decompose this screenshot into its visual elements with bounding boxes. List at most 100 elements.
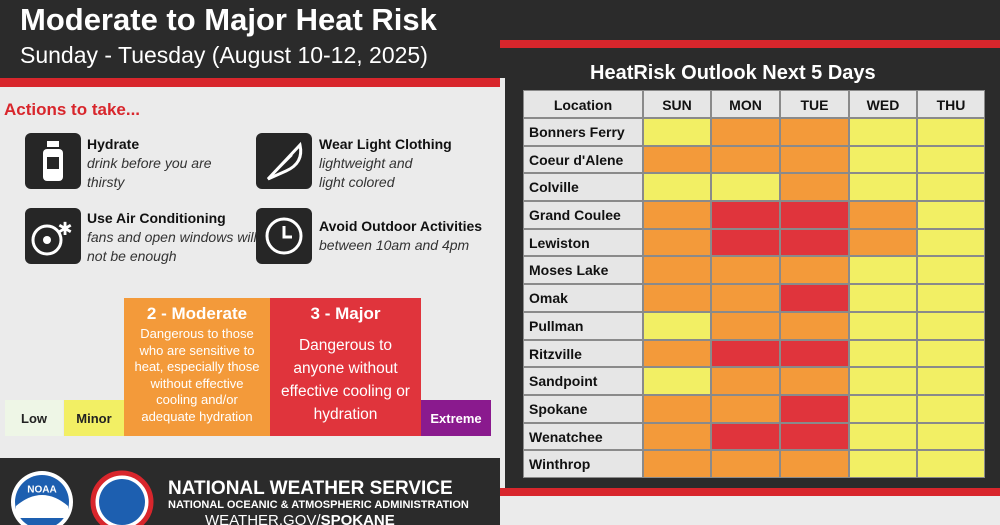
risk-cell — [780, 367, 849, 395]
risk-cell — [711, 394, 780, 423]
risk-cell — [849, 173, 917, 202]
risk-cell — [711, 311, 780, 340]
risk-cell — [780, 311, 849, 340]
subtitle: Sunday - Tuesday (August 10-12, 2025) — [20, 42, 428, 68]
location-name: Coeur d'Alene — [529, 151, 624, 168]
risk-cell — [643, 339, 711, 368]
location-cell: Ritzville — [523, 339, 643, 368]
column-header: MON — [711, 90, 780, 118]
risk-cell — [643, 145, 711, 174]
risk-cell — [849, 228, 917, 257]
action-text: drink before you are thirsty — [87, 155, 212, 190]
location-name: Grand Coulee — [529, 207, 621, 224]
risk-cell — [643, 394, 711, 423]
location-name: Omak — [529, 290, 568, 307]
location-name: Moses Lake — [529, 262, 609, 279]
risk-cell — [849, 256, 917, 285]
risk-cell — [917, 367, 985, 395]
risk-cell — [780, 173, 849, 202]
action-title: Use Air Conditioning — [87, 210, 226, 226]
red-stripe — [500, 488, 1000, 496]
risk-cell — [917, 118, 985, 146]
column-header: SUN — [643, 90, 711, 118]
column-header: WED — [849, 90, 917, 118]
risk-cell — [849, 145, 917, 174]
title: Moderate to Major Heat Risk — [20, 2, 437, 37]
actions-heading: Actions to take... — [4, 100, 141, 119]
logos: NOAA — [11, 470, 154, 525]
legend-label: Low — [21, 411, 47, 426]
legend-label: Extreme — [430, 411, 482, 426]
risk-cell — [917, 228, 985, 257]
location-cell: Winthrop — [523, 450, 643, 478]
risk-cell — [917, 145, 985, 174]
action-title: Wear Light Clothing — [319, 136, 452, 152]
location-name: Ritzville — [529, 345, 582, 362]
svg-text:✱: ✱ — [57, 219, 72, 239]
risk-cell — [849, 394, 917, 423]
location-cell: Moses Lake — [523, 256, 643, 285]
website: WEATHER.GOV/SPOKANE — [205, 512, 395, 525]
risk-cell — [917, 311, 985, 340]
risk-cell — [711, 173, 780, 202]
column-label: SUN — [662, 97, 692, 113]
risk-cell — [780, 284, 849, 312]
clock-icon — [256, 208, 312, 264]
heatrisk-table: Location SUN MON TUE WED THU Bonners Ferry Coeu… — [523, 90, 985, 478]
legend-label: Minor — [76, 411, 112, 426]
risk-cell — [643, 311, 711, 340]
risk-cell — [849, 450, 917, 478]
risk-cell — [643, 256, 711, 285]
risk-cell — [917, 450, 985, 478]
risk-cell — [643, 367, 711, 395]
risk-cell — [711, 256, 780, 285]
risk-cell — [643, 450, 711, 478]
column-header: THU — [917, 90, 985, 118]
location-name: Sandpoint — [529, 373, 598, 390]
risk-cell — [917, 256, 985, 285]
risk-cell — [643, 422, 711, 451]
parent-agency: NATIONAL OCEANIC & ATMOSPHERIC ADMINISTR… — [168, 499, 469, 511]
risk-cell — [711, 422, 780, 451]
risk-cell — [780, 422, 849, 451]
footer-band — [0, 458, 500, 525]
column-label: TUE — [800, 97, 829, 113]
location-name: Lewiston — [529, 234, 590, 251]
risk-cell — [849, 367, 917, 395]
location-cell: Sandpoint — [523, 367, 643, 395]
location-name: Pullman — [529, 317, 584, 334]
location-cell: Wenatchee — [523, 422, 643, 451]
agency: NATIONAL WEATHER SERVICE — [168, 478, 453, 499]
legend-box: 3 - Major Dangerous to anyone without eff… — [270, 298, 421, 436]
risk-cell — [780, 394, 849, 423]
legend-box: Extreme — [421, 400, 491, 436]
hydrate-icon — [25, 133, 81, 189]
risk-cell — [780, 228, 849, 257]
risk-cell — [643, 201, 711, 229]
column-header: Location — [523, 90, 643, 118]
column-label: MON — [729, 97, 762, 113]
risk-cell — [780, 118, 849, 146]
legend-box: 2 - Moderate Dangerous to those who are s… — [124, 298, 270, 436]
column-label: WED — [866, 97, 900, 113]
table-title: HeatRisk Outlook Next 5 Days — [590, 62, 876, 84]
legend-text: Dangerous to those who are sensitive to … — [134, 326, 260, 424]
location-cell: Spokane — [523, 394, 643, 423]
risk-cell — [917, 201, 985, 229]
risk-cell — [780, 201, 849, 229]
red-stripe — [0, 78, 500, 87]
office: SPOKANE — [320, 512, 395, 525]
location-cell: Coeur d'Alene — [523, 145, 643, 174]
column-label: Location — [553, 97, 613, 113]
risk-cell — [643, 228, 711, 257]
risk-cell — [711, 339, 780, 368]
risk-cell — [917, 422, 985, 451]
action-text: lightweight and light colored — [319, 155, 413, 190]
legend-label: 2 - Moderate — [146, 304, 248, 323]
action-text: fans and open windows will not be enough — [87, 229, 257, 264]
risk-cell — [711, 145, 780, 174]
noaa-logo-text: NOAA — [27, 485, 56, 496]
location-name: Spokane — [529, 400, 588, 417]
location-cell: Omak — [523, 284, 643, 312]
risk-cell — [849, 201, 917, 229]
